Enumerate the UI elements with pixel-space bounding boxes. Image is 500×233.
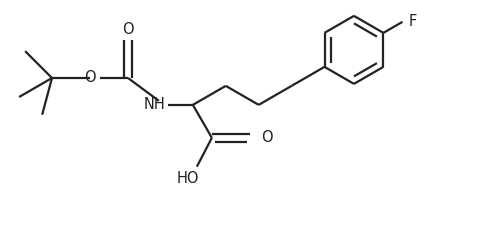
Text: F: F xyxy=(408,14,416,29)
Text: O: O xyxy=(122,23,134,38)
Text: O: O xyxy=(261,130,272,145)
Text: O: O xyxy=(84,71,96,86)
Text: HO: HO xyxy=(176,171,199,186)
Text: NH: NH xyxy=(144,97,166,112)
